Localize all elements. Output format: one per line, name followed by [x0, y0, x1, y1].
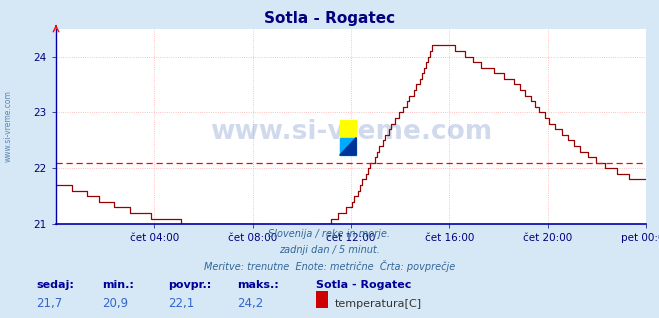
Text: Sotla - Rogatec: Sotla - Rogatec	[316, 280, 412, 290]
Text: sedaj:: sedaj:	[36, 280, 74, 290]
Text: zadnji dan / 5 minut.: zadnji dan / 5 minut.	[279, 245, 380, 255]
Text: povpr.:: povpr.:	[168, 280, 212, 290]
Text: maks.:: maks.:	[237, 280, 279, 290]
Text: 21,7: 21,7	[36, 297, 63, 310]
Text: 20,9: 20,9	[102, 297, 129, 310]
Text: temperatura[C]: temperatura[C]	[335, 299, 422, 309]
Bar	[339, 138, 357, 155]
Text: 22,1: 22,1	[168, 297, 194, 310]
Text: Meritve: trenutne  Enote: metrične  Črta: povprečje: Meritve: trenutne Enote: metrične Črta: …	[204, 260, 455, 272]
Text: www.si-vreme.com: www.si-vreme.com	[3, 90, 13, 162]
Bar	[339, 120, 357, 138]
Text: Sotla - Rogatec: Sotla - Rogatec	[264, 11, 395, 26]
Text: Slovenija / reke in morje.: Slovenija / reke in morje.	[268, 229, 391, 239]
Text: www.si-vreme.com: www.si-vreme.com	[210, 119, 492, 145]
Text: 24,2: 24,2	[237, 297, 264, 310]
Polygon shape	[339, 138, 357, 155]
Text: min.:: min.:	[102, 280, 134, 290]
